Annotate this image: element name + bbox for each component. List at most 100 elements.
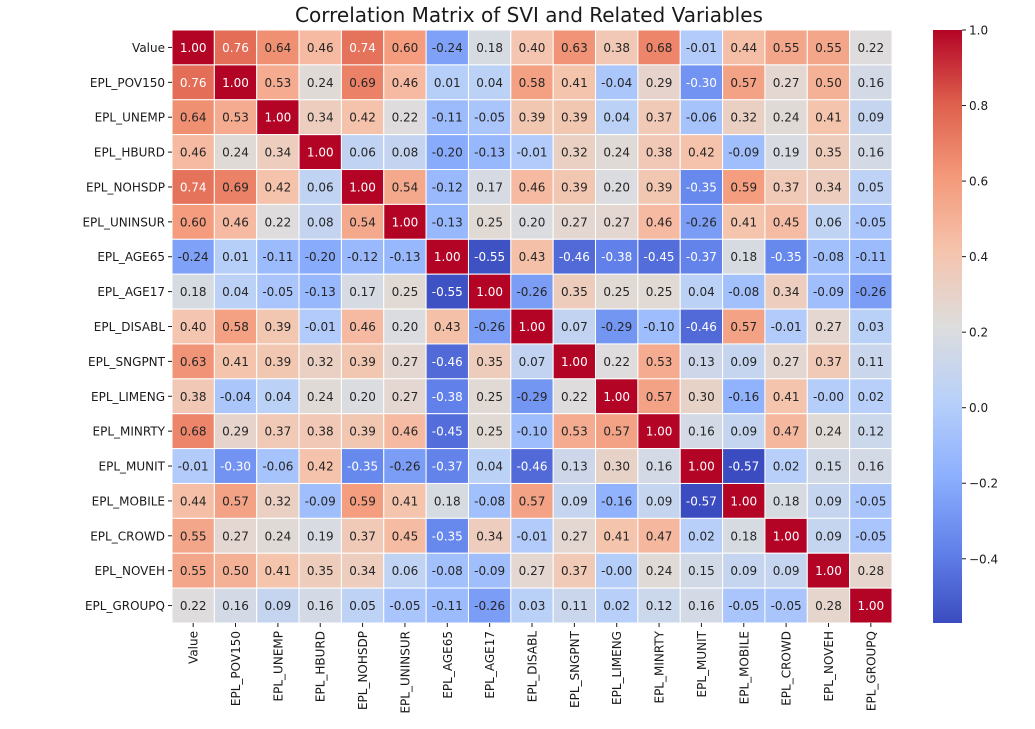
x-tick-label: EPL_MUNIT <box>695 630 709 697</box>
heatmap-cell <box>383 448 427 484</box>
cell-value-label: 0.06 <box>392 564 419 578</box>
x-tick-label: EPL_HBURD <box>314 631 328 702</box>
cell-value-label: 0.17 <box>349 285 376 299</box>
heatmap-cell <box>340 169 385 205</box>
x-tick-label: EPL_LIMENG <box>610 631 624 705</box>
cell-value-label: 0.25 <box>476 390 503 404</box>
x-tick-label: EPL_MINRTY <box>653 630 667 703</box>
heatmap-cell <box>722 448 766 484</box>
cell-value-label: 0.53 <box>222 111 249 125</box>
cell-value-label: 0.18 <box>730 250 757 264</box>
cell-value-label: -0.11 <box>855 250 886 264</box>
cell-value-label: 0.27 <box>222 529 249 543</box>
cell-value-label: 0.41 <box>561 76 588 90</box>
cell-value-label: 0.46 <box>519 180 546 194</box>
cell-value-label: 0.09 <box>773 564 800 578</box>
cell-value-label: 0.27 <box>392 355 419 369</box>
cell-value-label: 0.01 <box>434 76 461 90</box>
heatmap-cell <box>467 134 512 171</box>
cell-value-label: 0.25 <box>392 285 419 299</box>
cell-value-label: -0.35 <box>686 180 717 194</box>
heatmap-cell <box>764 99 808 136</box>
cell-value-label: -0.12 <box>347 250 378 264</box>
cell-value-label: 0.04 <box>222 285 249 299</box>
cell-value-label: 0.39 <box>561 180 588 194</box>
cell-value-label: 0.37 <box>646 111 673 125</box>
cell-value-label: -0.06 <box>686 111 717 125</box>
cell-value-label: 0.39 <box>519 111 546 125</box>
cell-value-label: 0.32 <box>730 111 757 125</box>
heatmap-cell <box>722 203 766 240</box>
heatmap-cell <box>849 552 893 589</box>
cell-value-label: -0.29 <box>516 390 547 404</box>
x-tick-label: EPL_SNGPNT <box>568 630 582 708</box>
heatmap-cell <box>637 517 681 554</box>
heatmap-cell <box>722 29 766 66</box>
heatmap-cell <box>764 273 808 310</box>
heatmap-cell <box>256 203 300 240</box>
cell-value-label: 0.47 <box>646 529 673 543</box>
cell-value-label: -0.16 <box>728 390 759 404</box>
cell-value-label: 0.39 <box>265 355 292 369</box>
cell-value-label: -0.38 <box>432 390 463 404</box>
heatmap-cell <box>764 413 808 450</box>
heatmap-cell <box>552 552 597 589</box>
cell-value-label: 0.76 <box>222 41 249 55</box>
heatmap-cell <box>806 482 851 519</box>
colorbar-tick-label: 0.6 <box>969 175 988 189</box>
heatmap-cell <box>213 448 258 484</box>
cell-value-label: 0.41 <box>730 215 757 229</box>
cell-value-label: -0.46 <box>516 460 547 474</box>
heatmap-cell <box>425 343 469 380</box>
cell-value-label: 0.42 <box>688 146 715 160</box>
heatmap-cell <box>806 587 851 624</box>
cell-value-label: 0.28 <box>815 599 842 613</box>
heatmap-cell <box>467 99 512 136</box>
heatmap-cell <box>213 169 258 205</box>
heatmap-cell <box>425 169 469 205</box>
cell-value-label: 0.16 <box>857 76 884 90</box>
cell-value-label: 0.35 <box>476 355 503 369</box>
heatmap-cell <box>425 308 469 345</box>
y-tick-label: EPL_MUNIT <box>99 460 166 474</box>
heatmap-cell <box>679 273 724 310</box>
x-tick-label: EPL_AGE65 <box>441 631 455 699</box>
heatmap-cell <box>722 64 766 101</box>
heatmap-cells: 1.00 0.76 0.64 0.46 0.74 0.60 -0.24 0.18 0.40 0.6… <box>171 29 893 624</box>
cell-value-label: 0.41 <box>392 494 419 508</box>
cell-value-label: -0.11 <box>432 599 463 613</box>
cell-value-label: -0.46 <box>432 355 463 369</box>
cell-value-label: 0.32 <box>561 146 588 160</box>
cell-value-label: 0.54 <box>349 215 376 229</box>
cell-value-label: 0.09 <box>815 494 842 508</box>
cell-value-label: -0.10 <box>644 320 675 334</box>
heatmap-cell <box>213 308 258 345</box>
cell-value-label: -0.13 <box>474 146 505 160</box>
cell-value-label: 0.64 <box>265 41 292 55</box>
cell-value-label: 0.20 <box>603 180 630 194</box>
heatmap-cell <box>595 99 639 136</box>
heatmap-cell <box>467 29 512 66</box>
y-tick-label: EPL_GROUPQ <box>85 599 165 613</box>
cell-value-label: 0.24 <box>307 76 334 90</box>
heatmap-cell <box>213 29 258 66</box>
heatmap-cell <box>722 482 766 519</box>
cell-value-label: 0.02 <box>603 599 630 613</box>
cell-value-label: -0.10 <box>516 425 547 439</box>
cell-value-label: -0.57 <box>686 494 717 508</box>
cell-value-label: 0.24 <box>307 390 334 404</box>
cell-value-label: 0.53 <box>265 76 292 90</box>
heatmap-cell <box>764 343 808 380</box>
cell-value-label: 0.57 <box>646 390 673 404</box>
heatmap-cell <box>595 482 639 519</box>
heatmap-cell <box>510 308 554 345</box>
cell-value-label: -0.04 <box>601 76 632 90</box>
cell-value-label: 0.38 <box>603 41 630 55</box>
cell-value-label: 1.00 <box>815 564 842 578</box>
cell-value-label: -0.35 <box>432 529 463 543</box>
cell-value-label: -0.35 <box>771 250 802 264</box>
heatmap-cell <box>298 203 342 240</box>
heatmap-cell <box>467 517 512 554</box>
heatmap-cell <box>467 378 512 415</box>
